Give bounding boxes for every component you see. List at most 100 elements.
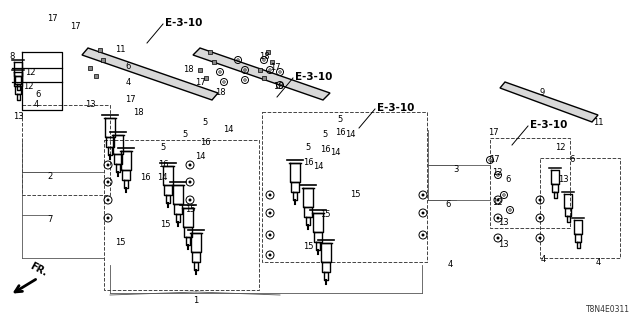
Text: 5: 5 [161,143,166,152]
Text: 15: 15 [303,242,313,251]
Text: 5: 5 [305,143,310,152]
Text: 14: 14 [330,148,340,157]
Text: 17: 17 [47,14,58,23]
Bar [198,68,202,72]
Text: 16: 16 [140,173,150,182]
Circle shape [422,194,424,196]
Circle shape [269,212,271,214]
Circle shape [189,180,191,183]
Circle shape [497,217,499,220]
Bar [262,76,266,80]
Circle shape [106,164,109,166]
Text: 18: 18 [214,88,225,97]
Text: 5: 5 [323,130,328,139]
Text: 4: 4 [447,260,452,269]
Text: 13: 13 [498,218,508,227]
Polygon shape [82,48,218,100]
Text: 9: 9 [540,88,545,97]
Text: 13: 13 [13,112,23,121]
Bar [266,50,270,54]
Bar [212,60,216,64]
Text: 17: 17 [489,155,499,164]
Text: 18: 18 [132,108,143,117]
Text: 17: 17 [70,22,80,31]
Circle shape [269,253,271,257]
Text: 6: 6 [125,62,131,71]
Circle shape [269,234,271,236]
Text: 16: 16 [200,138,211,147]
Text: 18: 18 [259,52,269,61]
Circle shape [497,236,499,239]
Text: 12: 12 [492,168,502,177]
Text: 5: 5 [337,115,342,124]
Text: 12: 12 [23,82,33,91]
Text: 14: 14 [313,162,323,171]
Text: 3: 3 [453,165,459,174]
Text: 12: 12 [555,143,565,152]
Circle shape [422,234,424,236]
Text: 13: 13 [84,100,95,109]
Text: 4: 4 [33,100,38,109]
Text: 11: 11 [115,45,125,54]
Text: 13: 13 [498,240,508,249]
Text: 12: 12 [25,68,35,77]
Bar [204,76,208,80]
Text: 15: 15 [320,210,330,219]
Text: 17: 17 [488,128,499,137]
Bar [88,66,92,70]
Bar [270,60,274,64]
Bar [101,58,105,62]
Text: 6: 6 [445,200,451,209]
Text: 15: 15 [349,190,360,199]
Circle shape [497,198,499,202]
Text: E-3-10: E-3-10 [295,72,332,82]
Text: E-3-10: E-3-10 [377,103,414,113]
Text: 4: 4 [540,255,546,264]
Bar [94,74,98,78]
Text: E-3-10: E-3-10 [165,18,202,28]
Text: T8N4E0311: T8N4E0311 [586,305,630,314]
Bar [208,50,212,54]
Circle shape [106,180,109,183]
Text: 16: 16 [157,160,168,169]
Circle shape [422,212,424,214]
Text: 14: 14 [223,125,233,134]
Circle shape [189,164,191,166]
Text: 13: 13 [557,175,568,184]
Text: E-3-10: E-3-10 [530,120,568,130]
Text: 15: 15 [160,220,170,229]
Text: 15: 15 [115,238,125,247]
Text: 16: 16 [335,128,346,137]
Text: 1: 1 [193,296,198,305]
Bar [98,48,102,52]
Text: 16: 16 [320,145,330,154]
Text: 6: 6 [506,175,511,184]
Text: 14: 14 [345,130,355,139]
Text: 2: 2 [47,172,52,181]
Text: 6: 6 [570,155,575,164]
Text: 17: 17 [195,78,205,87]
Circle shape [106,217,109,220]
Circle shape [106,198,109,202]
Text: 18: 18 [182,65,193,74]
Text: 18: 18 [273,82,284,91]
Polygon shape [500,82,598,122]
Text: 5: 5 [182,130,188,139]
Polygon shape [193,48,330,100]
Text: 4: 4 [595,258,600,267]
Text: 8: 8 [10,52,15,61]
Text: 14: 14 [195,152,205,161]
Text: 17: 17 [269,63,280,72]
Circle shape [538,198,541,202]
Bar [22,105,110,195]
Bar [540,158,620,258]
Bar [104,140,259,290]
Circle shape [538,217,541,220]
Text: 16: 16 [303,158,314,167]
Text: 7: 7 [47,215,52,224]
Text: 6: 6 [35,90,41,99]
Text: 11: 11 [593,118,604,127]
Bar [258,68,262,72]
Text: FR.: FR. [28,261,49,278]
Text: 5: 5 [202,118,207,127]
